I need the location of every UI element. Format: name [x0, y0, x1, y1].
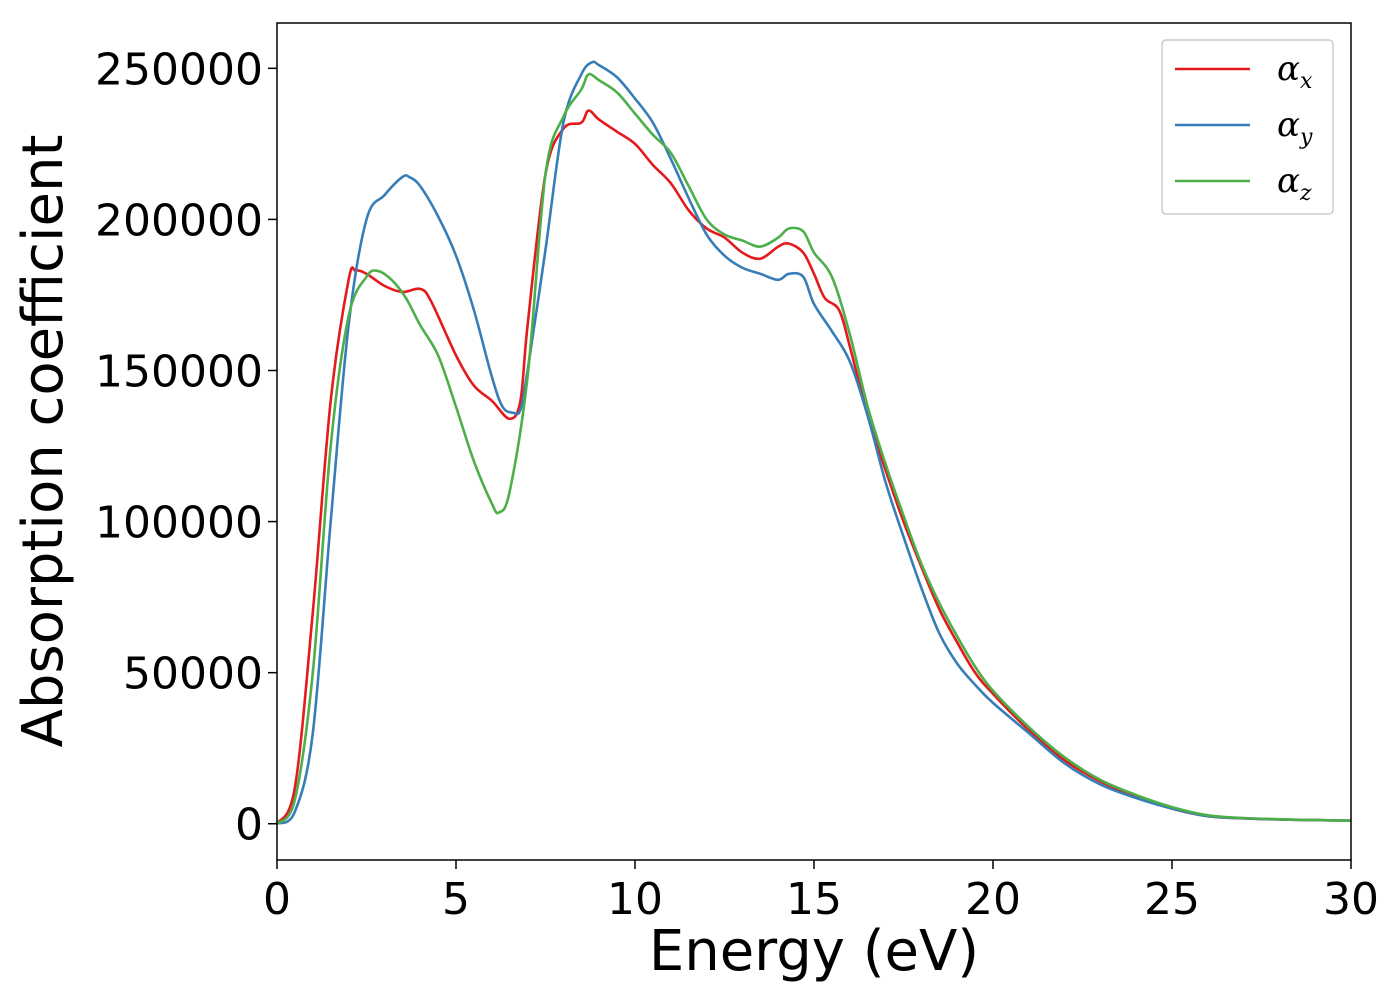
plot-lines: [275, 60, 1352, 825]
x-tick-label: 0: [263, 874, 291, 925]
x-tick-label: 15: [786, 874, 842, 925]
x-axis: 0 5 10 15 20 25 30: [263, 860, 1379, 925]
y-tick-label: 250000: [95, 44, 263, 95]
x-tick-label: 30: [1323, 874, 1379, 925]
y-tick-label: 0: [235, 800, 263, 851]
legend-label-z: αz: [1277, 161, 1312, 206]
y-tick-label: 100000: [95, 498, 263, 549]
x-tick-label: 25: [1144, 874, 1200, 925]
legend-label-y: αy: [1277, 105, 1313, 150]
y-axis-label: Absorption coefficient: [11, 135, 76, 748]
legend: αx αy αz: [1161, 39, 1334, 215]
series-line-y: [276, 60, 1352, 825]
y-tick-label: 200000: [95, 195, 263, 246]
y-axis: 0 50000 100000 150000 200000 250000: [95, 44, 277, 851]
x-axis-label: Energy (eV): [649, 919, 979, 984]
y-tick-label: 50000: [123, 649, 263, 700]
x-tick-label: 20: [965, 874, 1021, 925]
x-tick-label: 5: [442, 874, 470, 925]
legend-box: [1161, 39, 1334, 215]
series-line-z: [275, 72, 1352, 825]
x-tick-label: 10: [607, 874, 663, 925]
y-tick-label: 150000: [95, 346, 263, 397]
legend-label-x: αx: [1277, 49, 1313, 94]
